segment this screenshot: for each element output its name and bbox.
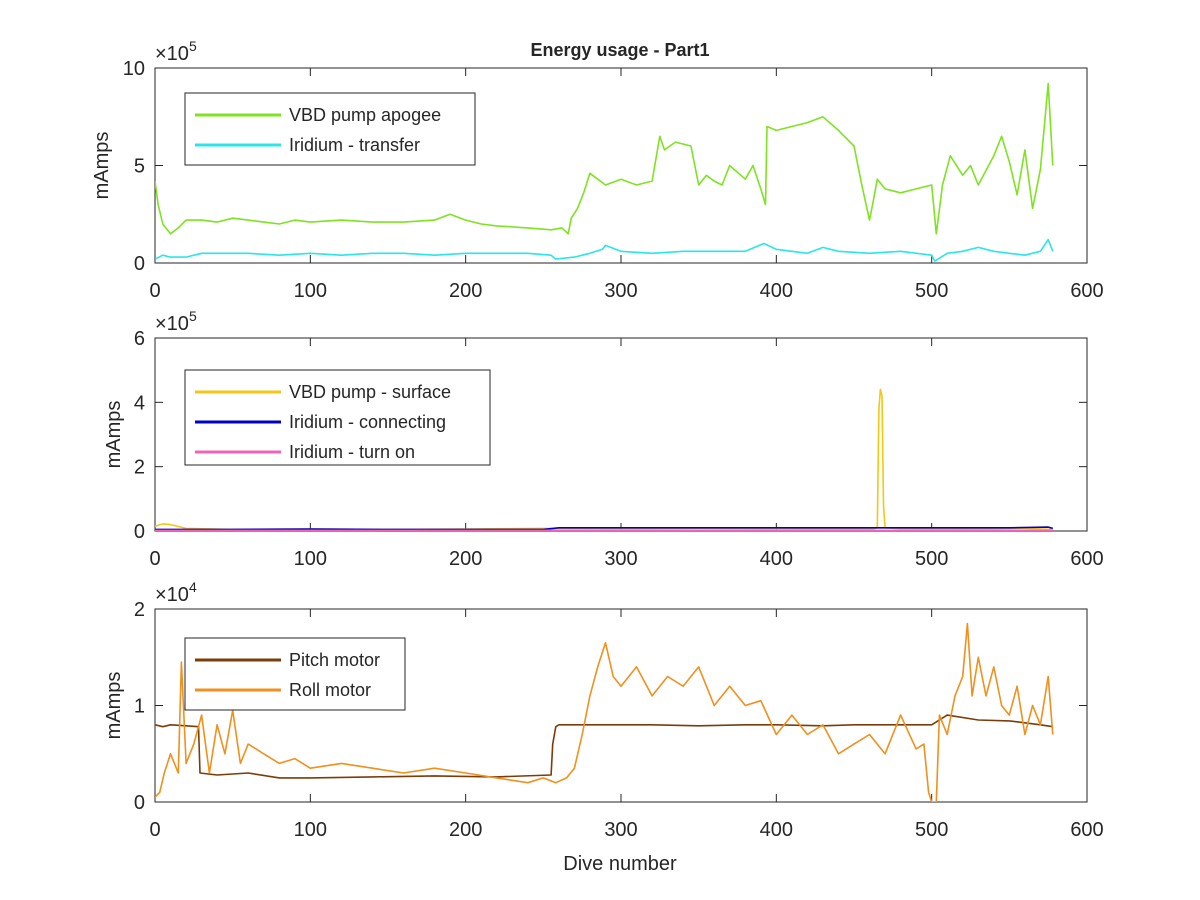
x-tick-label: 300: [604, 819, 637, 841]
y-exponent-power: 5: [189, 308, 197, 324]
y-exponent-base: ×10: [155, 313, 189, 335]
y-exponent-label: ×105: [155, 38, 197, 65]
subplot-3: 0 100 200 300 400 500 600 0 1 2 ×104 mAmps Pitch mot…: [103, 579, 1104, 841]
legend-label: Pitch motor: [289, 650, 380, 670]
figure-title: Energy usage - Part1: [530, 40, 709, 60]
x-tick-label: 0: [149, 280, 160, 302]
y-tick-label: 5: [134, 156, 145, 178]
x-tick-label: 200: [449, 819, 482, 841]
series-line-3-1: [155, 714, 1053, 779]
x-tick-label: 300: [604, 548, 637, 570]
series-line-2-2: [155, 526, 1054, 531]
series-line-1-1: [155, 82, 1054, 235]
legend-box: [184, 637, 406, 711]
y-tick-label: 0: [134, 792, 145, 814]
legend: VBD pump - surface Iridium - connecting Ir…: [184, 369, 491, 466]
x-tick-label: 100: [294, 280, 327, 302]
y-tick-label: 0: [134, 521, 145, 543]
y-tick-label: 0: [134, 253, 145, 275]
y-tick-label: 4: [134, 392, 145, 414]
y-tick-label: 2: [134, 599, 145, 621]
x-tick-label: 200: [449, 548, 482, 570]
x-axis-label: Dive number: [563, 853, 677, 875]
legend-label: Roll motor: [289, 680, 371, 700]
y-axis-label: mAmps: [103, 672, 125, 740]
y-tick-label: 1: [134, 696, 145, 718]
y-exponent-label: ×104: [155, 579, 197, 606]
legend-label: VBD pump - surface: [289, 382, 451, 402]
y-exponent-power: 4: [189, 579, 197, 595]
x-tick-label: 600: [1070, 819, 1103, 841]
legend-label: Iridium - turn on: [289, 442, 415, 462]
y-axis-label: mAmps: [103, 401, 125, 469]
series-line-1-2: [155, 238, 1054, 262]
legend-box: [184, 369, 491, 466]
subplot-2: 0 100 200 300 400 500 600 0 2 4 6 ×105 mAmps VBD pump…: [103, 308, 1104, 570]
x-tick-label: 600: [1070, 280, 1103, 302]
y-exponent-label: ×105: [155, 308, 197, 335]
y-exponent-base: ×10: [155, 584, 189, 606]
x-tick-label: 100: [294, 819, 327, 841]
x-tick-label: 0: [149, 548, 160, 570]
x-tick-label: 300: [604, 280, 637, 302]
x-tick-label: 400: [760, 819, 793, 841]
x-tick-label: 200: [449, 280, 482, 302]
legend: Pitch motor Roll motor: [184, 637, 406, 711]
x-tick-label: 100: [294, 548, 327, 570]
legend: VBD pump apogee Iridium - transfer: [184, 92, 476, 166]
y-exponent-base: ×10: [155, 43, 189, 65]
y-exponent-power: 5: [189, 38, 197, 54]
legend-label: Iridium - connecting: [289, 412, 446, 432]
x-tick-label: 600: [1070, 548, 1103, 570]
x-tick-label: 0: [149, 819, 160, 841]
series-line-3-2: [155, 622, 1054, 802]
legend-label: Iridium - transfer: [289, 135, 420, 155]
x-tick-label: 500: [915, 819, 948, 841]
x-tick-label: 400: [760, 548, 793, 570]
x-tick-label: 500: [915, 548, 948, 570]
y-tick-label: 10: [123, 58, 145, 80]
legend-box: [184, 92, 476, 166]
y-tick-label: 2: [134, 457, 145, 479]
y-tick-label: 6: [134, 328, 145, 350]
x-tick-label: 400: [760, 280, 793, 302]
x-tick-label: 500: [915, 280, 948, 302]
legend-label: VBD pump apogee: [289, 105, 441, 125]
y-axis-label: mAmps: [91, 132, 113, 200]
